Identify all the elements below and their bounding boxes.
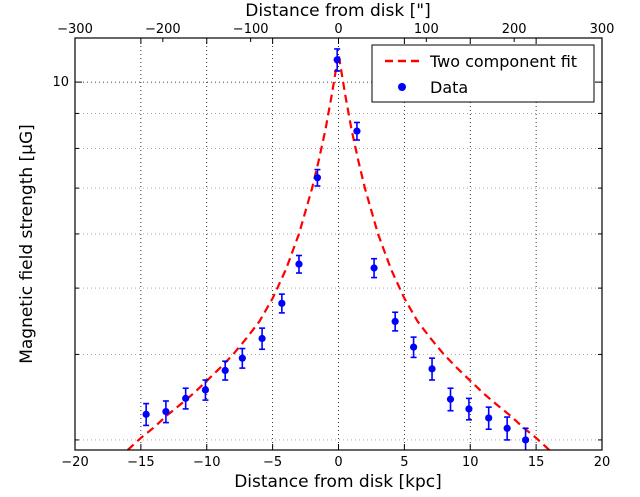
x2-tick-label: −300 [57, 22, 93, 37]
data-point [370, 257, 378, 279]
x2-tick-label: −100 [233, 22, 269, 37]
data-marker [201, 386, 210, 394]
data-marker [313, 174, 322, 182]
legend: Two component fit Data [371, 44, 595, 103]
top-x-axis-title: Distance from disk ["] [245, 1, 430, 21]
data-marker [278, 299, 286, 307]
data-point [201, 379, 210, 401]
legend-box [371, 44, 595, 103]
y-tick-label: 10 [52, 75, 69, 90]
data-marker [333, 56, 341, 64]
data-marker [258, 334, 266, 343]
x-tick-label: 5 [400, 455, 408, 470]
legend-data-swatch [398, 83, 406, 91]
data-marker [465, 405, 473, 413]
data-point [295, 254, 303, 274]
data-marker [295, 260, 303, 268]
x-tick-label: −20 [61, 455, 88, 470]
grid [75, 38, 602, 450]
data-point [409, 336, 418, 359]
data-point [446, 387, 455, 412]
ticks: −20 −15 −10 −5 0 5 10 15 20 −300 −200 −100 0 100 200 30… [52, 22, 614, 470]
x-tick-label: 10 [462, 455, 479, 470]
data-point [391, 311, 399, 332]
data-point [238, 347, 246, 369]
data-marker [503, 424, 511, 432]
data-point [278, 293, 286, 314]
data-point [521, 427, 530, 450]
data-point [313, 168, 322, 187]
data-marker [162, 407, 170, 416]
data-point [182, 387, 190, 410]
data-point [221, 360, 229, 381]
data-point [162, 400, 170, 424]
data-point [142, 402, 150, 427]
data-marker [221, 366, 229, 375]
data-point [353, 121, 361, 141]
legend-data-label: Data [430, 78, 468, 97]
data-marker [446, 395, 455, 403]
data-marker [370, 264, 378, 272]
legend-fit-label: Two component fit [429, 52, 577, 71]
x-tick-label: 15 [528, 455, 545, 470]
x-tick-label: −15 [127, 455, 154, 470]
data-marker [182, 394, 190, 402]
x2-tick-label: 300 [590, 22, 615, 37]
data-marker [428, 365, 436, 373]
x-axis-title: Distance from disk [kpc] [234, 472, 442, 492]
x2-tick-label: 100 [414, 22, 439, 37]
data-point [258, 327, 266, 351]
data-point [465, 397, 473, 421]
plot-area [126, 48, 551, 450]
x2-tick-label: −200 [145, 22, 181, 37]
x-tick-label: 20 [594, 455, 611, 470]
data-marker [238, 354, 246, 362]
data-marker [521, 436, 530, 444]
x2-tick-label: 200 [502, 22, 527, 37]
data-marker [391, 317, 399, 326]
y-axis-title: Magnetic field strength [μG] [17, 124, 37, 364]
x-tick-label: 0 [334, 455, 342, 470]
data-marker [485, 414, 493, 422]
x-tick-label: −5 [263, 455, 282, 470]
x2-tick-label: 0 [334, 22, 342, 37]
data-point [428, 357, 436, 381]
data-point [333, 48, 341, 72]
data-marker [409, 343, 418, 351]
data-point [485, 406, 493, 431]
data-point [503, 416, 511, 441]
data-marker [142, 410, 150, 418]
x-tick-label: −10 [193, 455, 220, 470]
data-marker [353, 127, 361, 135]
